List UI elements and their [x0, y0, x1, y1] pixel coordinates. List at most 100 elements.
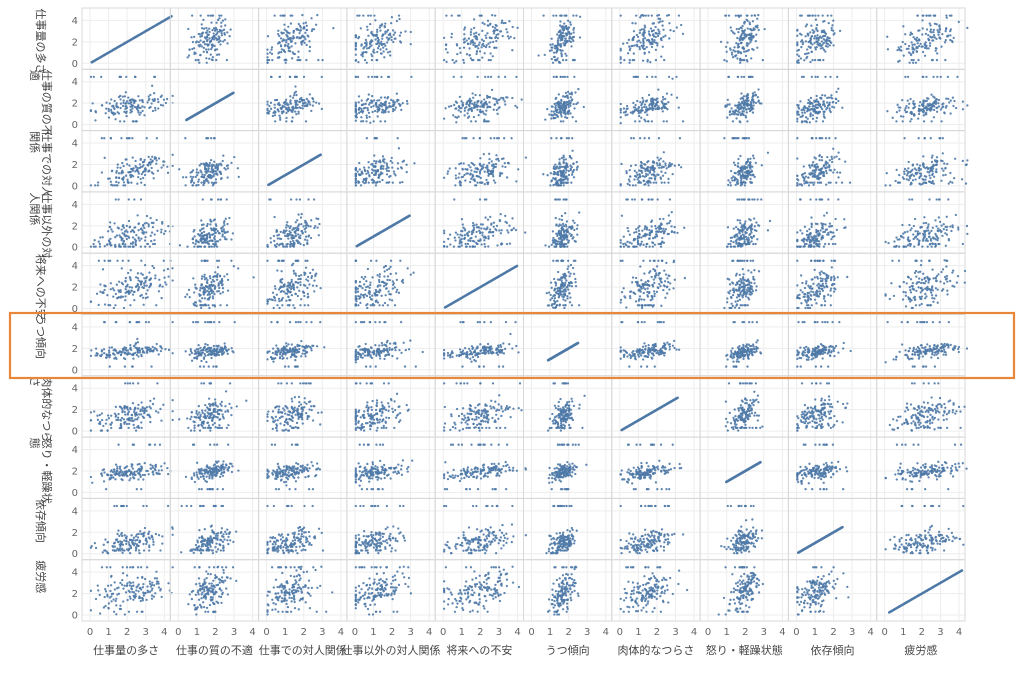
data-point: [387, 181, 390, 184]
data-point: [129, 98, 132, 102]
data-point: [134, 99, 137, 103]
data-point: [823, 19, 826, 23]
data-point: [473, 32, 476, 35]
data-point: [117, 95, 121, 99]
data-point: [384, 100, 388, 103]
data-point: [285, 120, 288, 123]
data-point: [753, 28, 756, 31]
data-point: [633, 169, 637, 173]
data-point: [202, 163, 206, 166]
data-point: [749, 75, 753, 79]
data-point: [837, 176, 840, 179]
data-point: [935, 58, 939, 62]
data-point: [917, 58, 920, 62]
data-point: [401, 102, 404, 105]
data-point: [478, 172, 482, 175]
data-point: [207, 48, 210, 51]
data-point: [556, 181, 559, 184]
data-point: [797, 113, 801, 116]
data-point: [941, 167, 944, 170]
data-point: [496, 29, 499, 32]
data-point: [142, 160, 146, 163]
data-point: [735, 42, 738, 45]
data-point: [905, 178, 908, 181]
data-point: [122, 101, 125, 104]
data-point: [566, 181, 570, 184]
data-point: [469, 33, 472, 36]
data-point: [320, 75, 323, 79]
data-point: [381, 108, 384, 111]
data-point: [734, 177, 737, 180]
data-point: [143, 106, 146, 109]
data-point: [644, 14, 647, 17]
data-point: [356, 14, 359, 17]
data-point: [387, 75, 391, 79]
data-point: [226, 176, 229, 179]
data-point: [273, 239, 276, 243]
data-point: [215, 58, 218, 62]
data-point: [296, 35, 299, 39]
data-point: [209, 174, 212, 177]
data-point: [742, 99, 746, 102]
data-point: [819, 47, 822, 50]
data-point: [818, 58, 822, 62]
data-point: [757, 88, 760, 91]
data-point: [548, 49, 552, 52]
data-point: [141, 223, 145, 227]
data-point: [754, 93, 758, 97]
data-point: [740, 183, 743, 186]
data-point: [828, 107, 831, 110]
data-point: [654, 107, 657, 111]
data-point: [371, 181, 374, 184]
data-point: [651, 161, 655, 164]
data-point: [643, 175, 646, 178]
data-point: [912, 100, 915, 103]
data-point: [466, 42, 470, 45]
data-point: [804, 120, 808, 123]
data-point: [731, 56, 735, 59]
data-point: [572, 26, 576, 30]
data-point: [130, 167, 133, 171]
scatter-pane: [169, 68, 260, 132]
data-point: [146, 242, 149, 246]
data-point: [192, 175, 195, 179]
data-point: [745, 137, 748, 140]
data-point: [186, 56, 189, 59]
data-point: [570, 157, 573, 160]
data-point: [302, 22, 305, 25]
data-point: [921, 50, 925, 54]
data-point: [205, 57, 208, 60]
data-point: [659, 37, 663, 41]
data-point: [565, 100, 569, 104]
data-point: [368, 115, 371, 119]
data-point: [756, 17, 759, 20]
data-point: [837, 99, 840, 103]
data-point: [552, 55, 556, 59]
data-point: [369, 22, 372, 26]
data-point: [373, 137, 377, 140]
data-point: [156, 169, 159, 172]
data-point: [815, 36, 818, 39]
data-point: [552, 177, 555, 180]
data-point: [735, 27, 738, 31]
data-point: [97, 240, 100, 243]
data-point: [740, 34, 743, 37]
data-point: [554, 106, 557, 109]
scatter-pane: [169, 191, 260, 254]
data-point: [668, 22, 671, 25]
data-point: [354, 36, 357, 39]
pane-border: [787, 7, 878, 70]
data-point: [463, 107, 467, 110]
data-point: [209, 198, 213, 201]
data-point: [365, 172, 368, 175]
data-point: [902, 25, 905, 28]
data-point: [128, 226, 131, 229]
data-point: [124, 174, 128, 177]
data-point: [571, 173, 574, 176]
data-point: [743, 33, 747, 36]
data-point: [628, 175, 632, 178]
data-point: [286, 44, 289, 48]
data-point: [889, 184, 892, 187]
data-point: [191, 40, 195, 44]
data-point: [143, 222, 146, 225]
